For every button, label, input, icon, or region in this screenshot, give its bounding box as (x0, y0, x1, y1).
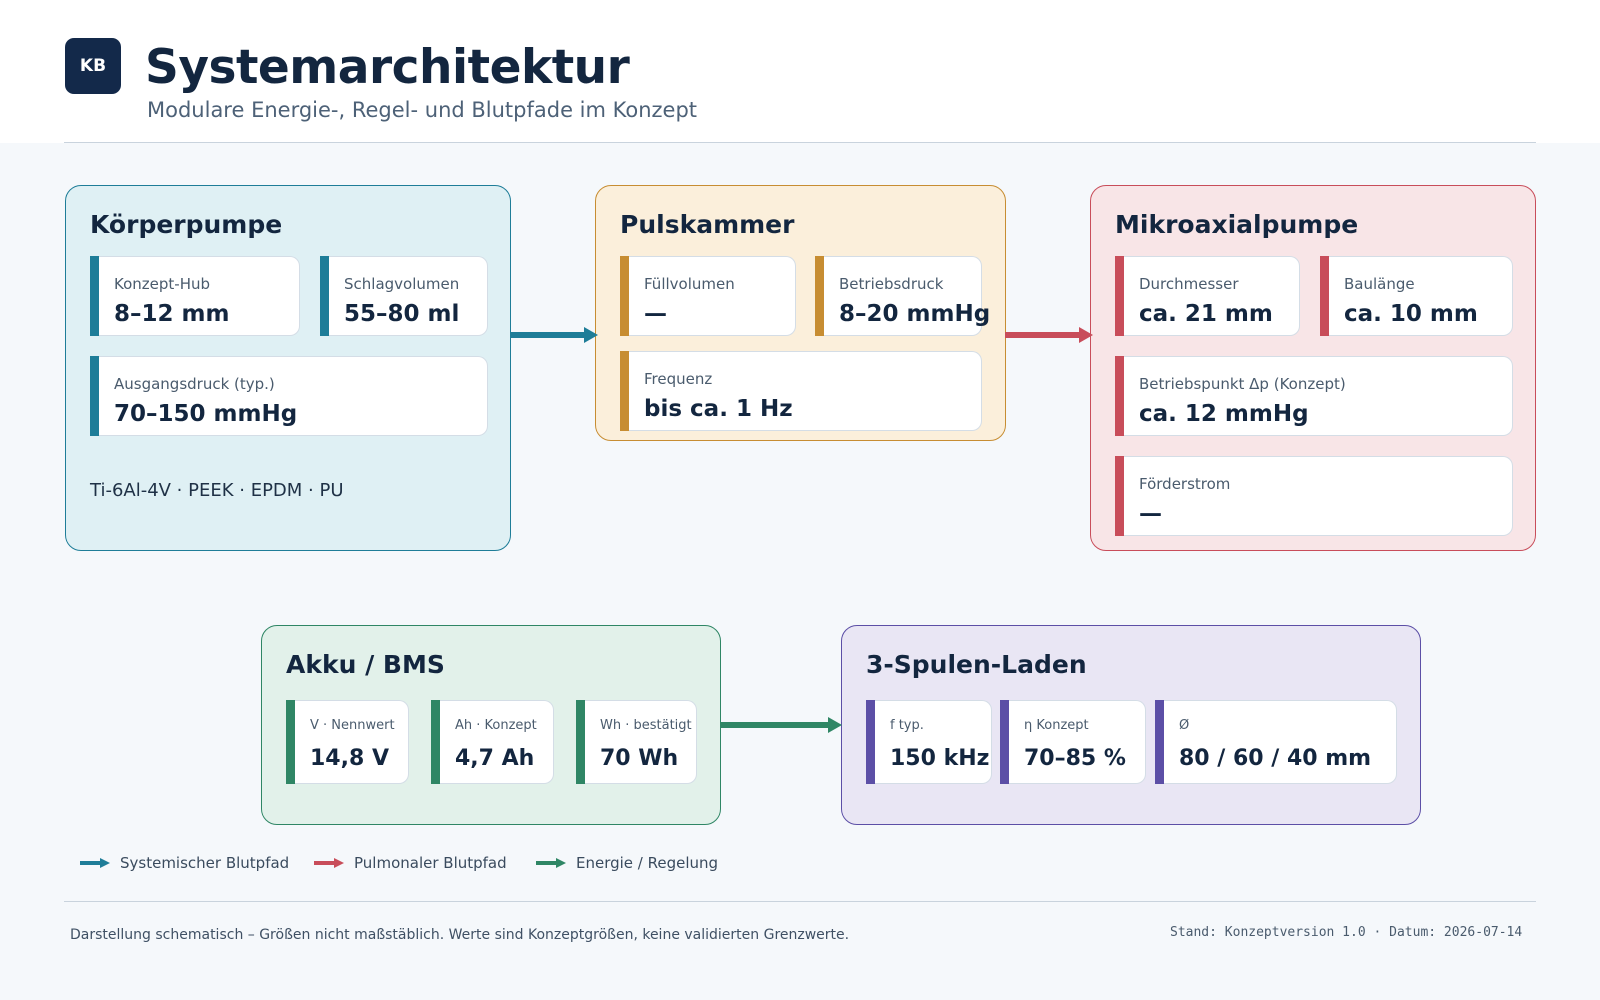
module-mikroaxialpumpe: Mikroaxialpumpe Durchmesser ca. 21 mm Ba… (1090, 185, 1536, 551)
legend-label: Pulmonaler Blutpfad (354, 854, 507, 872)
legend-label: Systemischer Blutpfad (120, 854, 290, 872)
metric-value: 4,7 Ah (455, 746, 535, 771)
metric-betriebsdruck: Betriebsdruck 8–20 mmHg (815, 256, 990, 336)
metric-label: Wh · bestätigt (600, 718, 692, 733)
metric-label: Konzept-Hub (114, 275, 210, 293)
module-akku-bms: Akku / BMS V · Nennwert 14,8 V Ah · Konz… (261, 625, 721, 825)
metric-value: 70–150 mmHg (114, 401, 298, 427)
metric-accent-bar (576, 700, 585, 784)
metric-value: bis ca. 1 Hz (644, 396, 793, 422)
legend-arrow-icon (80, 858, 110, 868)
metric-value: 55–80 ml (344, 301, 460, 327)
module-title: Körperpumpe (90, 210, 283, 239)
metric-schlagvolumen: Schlagvolumen 55–80 ml (320, 256, 488, 336)
metric-accent-bar (90, 256, 99, 336)
metric-accent-bar (1115, 256, 1124, 336)
metric-konzept-hub: Konzept-Hub 8–12 mm (90, 256, 300, 336)
metric-label: Betriebspunkt Δp (Konzept) (1139, 375, 1346, 393)
metric-betriebspunkt: Betriebspunkt Δp (Konzept) ca. 12 mmHg (1115, 356, 1513, 436)
metric-kapazitaet: Ah · Konzept 4,7 Ah (431, 700, 554, 784)
metric-accent-bar (1320, 256, 1329, 336)
metric-accent-bar (815, 256, 824, 336)
metric-value: 70–85 % (1024, 746, 1126, 771)
logo-badge: KB (65, 38, 121, 94)
metric-value: 8–12 mm (114, 301, 230, 327)
module-koerperpumpe: Körperpumpe Konzept-Hub 8–12 mm Schlagvo… (65, 185, 511, 551)
metric-label: V · Nennwert (310, 718, 395, 733)
metric-accent-bar (320, 256, 329, 336)
footer-version-date: Stand: Konzeptversion 1.0 · Datum: 2026-… (1170, 925, 1523, 940)
metric-label: Füllvolumen (644, 275, 735, 293)
metric-frequenz-typ: f typ. 150 kHz (866, 700, 992, 784)
legend-item-systemic: Systemischer Blutpfad (80, 854, 289, 872)
metric-value: — (1139, 501, 1162, 527)
legend-item-pulmonary: Pulmonaler Blutpfad (314, 854, 507, 872)
energy-path-arrow (720, 717, 842, 733)
metric-value: 70 Wh (600, 746, 679, 771)
metric-energie: Wh · bestätigt 70 Wh (576, 700, 697, 784)
metric-durchmesser: Durchmesser ca. 21 mm (1115, 256, 1300, 336)
metric-label: Baulänge (1344, 275, 1415, 293)
metric-accent-bar (1115, 456, 1124, 536)
metric-label: Betriebsdruck (839, 275, 944, 293)
metric-foerderstrom: Förderstrom — (1115, 456, 1513, 536)
metric-fuellvolumen: Füllvolumen — (620, 256, 796, 336)
footer-disclaimer: Darstellung schematisch – Größen nicht m… (70, 927, 850, 943)
module-title: 3-Spulen-Laden (866, 650, 1087, 679)
metric-value: ca. 12 mmHg (1139, 401, 1309, 427)
pulmonary-path-arrow (1005, 327, 1093, 343)
metric-spannung: V · Nennwert 14,8 V (286, 700, 409, 784)
metric-label: Schlagvolumen (344, 275, 460, 293)
metric-accent-bar (620, 351, 629, 431)
legend-arrow-icon (314, 858, 344, 868)
systemic-path-arrow (510, 327, 598, 343)
metric-value: 150 kHz (890, 746, 990, 771)
module-3-spulen-laden: 3-Spulen-Laden f typ. 150 kHz η Konzept … (841, 625, 1421, 825)
metric-accent-bar (431, 700, 440, 784)
module-title: Akku / BMS (286, 650, 445, 679)
module-pulskammer: Pulskammer Füllvolumen — Betriebsdruck 8… (595, 185, 1006, 441)
footer-divider (64, 901, 1536, 902)
metric-label: Durchmesser (1139, 275, 1239, 293)
metric-value: — (644, 301, 667, 327)
metric-wirkungsgrad: η Konzept 70–85 % (1000, 700, 1146, 784)
header: KB Systemarchitektur Modulare Energie-, … (0, 0, 1600, 143)
legend-label: Energie / Regelung (576, 854, 719, 872)
metric-value: 14,8 V (310, 746, 389, 771)
module-title: Pulskammer (620, 210, 795, 239)
page-subtitle: Modulare Energie-, Regel- und Blutpfade … (147, 98, 698, 122)
metric-frequenz: Frequenz bis ca. 1 Hz (620, 351, 982, 431)
metric-label: Ah · Konzept (455, 718, 537, 733)
materials-list: Ti-6Al-4V · PEEK · EPDM · PU (90, 480, 344, 501)
page-title: Systemarchitektur (145, 40, 630, 95)
metric-label: Frequenz (644, 370, 713, 388)
metric-accent-bar (286, 700, 295, 784)
metric-accent-bar (1115, 356, 1124, 436)
metric-value: ca. 21 mm (1139, 301, 1273, 327)
metric-spulendurchmesser: Ø 80 / 60 / 40 mm (1155, 700, 1397, 784)
metric-accent-bar (620, 256, 629, 336)
metric-value: ca. 10 mm (1344, 301, 1478, 327)
metric-accent-bar (1155, 700, 1164, 784)
metric-ausgangsdruck: Ausgangsdruck (typ.) 70–150 mmHg (90, 356, 488, 436)
metric-accent-bar (90, 356, 99, 436)
metric-label: Ø (1179, 718, 1190, 733)
metric-label: f typ. (890, 718, 924, 733)
metric-accent-bar (1000, 700, 1009, 784)
metric-label: Förderstrom (1139, 475, 1231, 493)
module-title: Mikroaxialpumpe (1115, 210, 1359, 239)
metric-baulaenge: Baulänge ca. 10 mm (1320, 256, 1513, 336)
metric-accent-bar (866, 700, 875, 784)
legend-item-energy: Energie / Regelung (536, 854, 718, 872)
legend-arrow-icon (536, 858, 566, 868)
metric-value: 80 / 60 / 40 mm (1179, 746, 1372, 771)
metric-label: η Konzept (1024, 718, 1089, 733)
header-divider (64, 142, 1536, 143)
metric-value: 8–20 mmHg (839, 301, 991, 327)
metric-label: Ausgangsdruck (typ.) (114, 375, 275, 393)
